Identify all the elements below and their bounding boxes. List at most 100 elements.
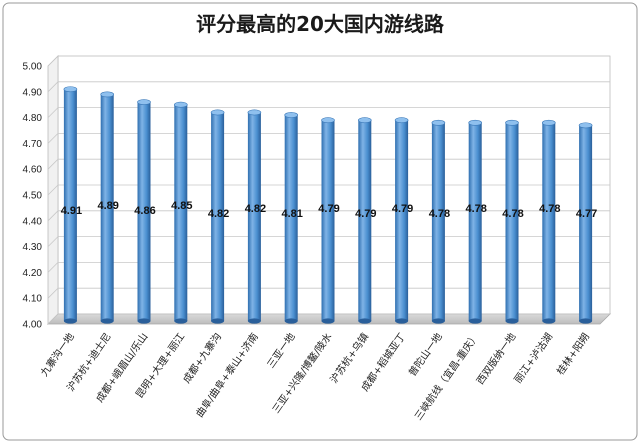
bar-body [137,102,151,322]
bar-top [541,119,556,126]
gridline [47,313,610,325]
y-tick-label: 4.80 [23,113,43,124]
y-tick-label: 4.90 [23,87,43,98]
y-tick-label: 4.60 [23,165,43,176]
bar-body [579,125,593,321]
bar [137,99,151,324]
gridline [47,81,610,93]
bar-top [431,119,446,126]
data-label: 4.79 [355,208,376,220]
bar-top [100,91,114,98]
bar-body [100,94,114,321]
bar [174,101,188,324]
bar-top [174,101,188,108]
chart-title: 评分最高的20大国内游线路 [196,12,445,36]
bar-base [284,318,298,324]
gridline [47,132,610,144]
bar-base [174,318,188,324]
bar-base [211,318,225,324]
y-tick-label: 4.10 [23,294,43,305]
bar [357,117,372,324]
bar-body [468,122,482,321]
data-label: 4.79 [318,203,339,215]
bar-top [578,122,593,129]
bar-base [395,318,409,324]
bar-top [137,99,151,106]
y-tick-label: 4.70 [23,139,43,150]
bar-top [63,86,78,93]
bar-top [505,119,519,126]
gridline [47,158,610,170]
gridline [47,236,610,247]
bar-base [468,318,482,324]
bar-base [579,318,593,324]
bar-body [174,104,188,321]
y-tick-label: 5.00 [23,62,43,73]
data-label: 4.78 [539,203,560,215]
bar [100,91,114,324]
bar-body [321,120,335,322]
bar [321,117,335,324]
bar-base [137,318,151,324]
gridline [47,184,610,196]
data-label: 4.77 [576,208,597,220]
bar [541,119,556,324]
y-tick-label: 4.30 [23,242,43,253]
data-label: 4.78 [429,208,450,220]
bar-top [357,117,372,124]
bar-body [247,112,261,321]
bar-base [505,318,519,324]
data-label: 4.86 [134,205,155,217]
data-label: 4.81 [281,208,302,220]
data-label: 4.79 [392,203,413,215]
bar-body [505,122,519,321]
bar-top [468,119,483,126]
bar-top [284,112,299,118]
bar-body [63,89,77,321]
data-label: 4.91 [61,205,82,217]
bar [505,119,519,324]
bar-body [395,120,409,322]
data-label: 4.89 [97,200,118,212]
bar-top [394,117,409,124]
bar-top [321,117,335,124]
gridline [47,287,610,299]
bar [468,119,483,324]
bar-base [63,318,77,324]
bar-base [100,318,114,324]
bar [247,109,262,324]
bar [394,117,409,324]
gridline [47,210,610,222]
gridline [47,107,610,118]
gridline [47,55,610,67]
data-label: 4.82 [245,203,266,215]
y-tick-label: 4.20 [23,268,43,279]
bar-body [431,122,445,321]
bar [210,109,225,324]
bar-body [284,115,298,322]
bar-base [542,318,556,324]
bar [578,122,593,324]
bar-body [358,120,372,322]
bar-base [321,318,335,324]
data-label: 4.85 [171,200,192,212]
bar-body [211,112,225,321]
data-label: 4.82 [208,208,229,220]
y-tick-label: 4.50 [23,191,43,202]
bar [63,86,78,324]
bar [431,119,446,324]
bar-top [210,109,225,116]
bar-base [431,318,445,324]
bar-top [247,109,262,116]
bar-base [358,318,372,324]
y-tick-label: 4.40 [23,216,43,227]
bar-base [247,318,261,324]
bar-body [542,122,556,321]
y-tick-label: 4.00 [23,320,43,331]
gridline [47,261,610,273]
data-label: 4.78 [502,208,523,220]
bar [284,112,299,324]
data-label: 4.78 [465,203,486,215]
